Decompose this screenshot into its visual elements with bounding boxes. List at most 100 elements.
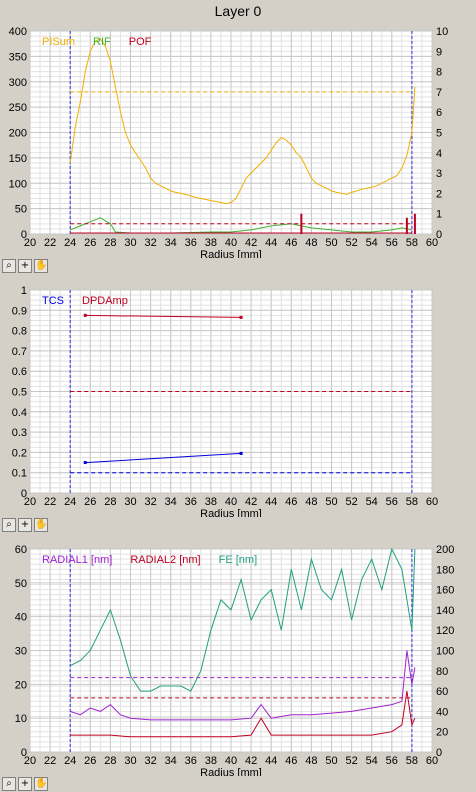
x-tick-label: 42	[245, 496, 257, 508]
x-tick-label: 50	[325, 237, 337, 249]
y2-tick-label: 1	[436, 209, 442, 221]
y2-tick-label: 200	[436, 544, 454, 556]
legend-entry: RADIAL2 [nm]	[130, 554, 200, 566]
x-tick-label: 46	[285, 755, 297, 767]
x-tick-label: 60	[426, 755, 438, 767]
y-tick-label: 10	[15, 713, 27, 725]
x-tick-label: 46	[285, 237, 297, 249]
chart-pisum-rif-pof: 20 22 24 26 28 30 32 34 36 38 40 42 44 46 48 50 52 54 56 58…	[9, 26, 449, 258]
crosshair-icon[interactable]: +	[18, 777, 32, 791]
y2-tick-label: 9	[436, 46, 442, 58]
x-tick-label: 44	[265, 237, 277, 249]
x-tick-label: 58	[406, 237, 418, 249]
hand-pan-icon[interactable]: ✋	[34, 518, 48, 532]
x-tick-label: 44	[265, 496, 277, 508]
x-tick-label: 56	[386, 237, 398, 249]
legend-entry: TCS	[42, 295, 64, 307]
hand-pan-icon[interactable]: ✋	[34, 259, 48, 273]
x-tick-label: 32	[144, 496, 156, 508]
x-tick-label: 34	[165, 755, 177, 767]
major-grid	[29, 548, 433, 753]
x-tick-label: 42	[245, 237, 257, 249]
y2-tick-label: 40	[436, 706, 448, 718]
y2-tick-label: 140	[436, 605, 454, 617]
x-tick-label: 52	[345, 496, 357, 508]
y-tick-label: 60	[15, 544, 27, 556]
y-tick-label: 0	[21, 229, 27, 241]
series-line-tcs	[85, 452, 242, 464]
x-tick-label: 48	[305, 237, 317, 249]
x-tick-label: 56	[386, 496, 398, 508]
y-tick-label: 0.1	[12, 468, 27, 480]
x-tick-label: 60	[426, 496, 438, 508]
chart-tcs-dpdamp: 20 22 24 26 28 30 32 34 36 38 40 42 44 46 48 50 52 54 56 58…	[12, 285, 438, 517]
y2-tick-label: 180	[436, 564, 454, 576]
x-tick-label: 48	[305, 496, 317, 508]
y2-tick-label: 3	[436, 168, 442, 180]
x-tick-label: 56	[386, 755, 398, 767]
x-tick-label: 38	[205, 237, 217, 249]
x-tick-label: 52	[345, 755, 357, 767]
y-tick-label: 0.2	[12, 447, 27, 459]
x-tick-label: 38	[205, 755, 217, 767]
y2-tick-label: 80	[436, 666, 448, 678]
y2-tick-label: 4	[436, 148, 442, 160]
y-tick-label: 0.9	[12, 305, 27, 317]
x-tick-label: 40	[225, 237, 237, 249]
x-axis-label: Radius [mm]	[200, 249, 262, 258]
series-line-fe-nm	[69, 547, 416, 692]
y-tick-label: 0.8	[12, 326, 27, 338]
y-tick-label: 0.5	[12, 387, 27, 399]
series-line-radial2-nm	[70, 691, 416, 738]
y2-tick-label: 10	[436, 26, 448, 38]
x-tick-label: 26	[84, 237, 96, 249]
chart-toolbar-1: ⌕ + ✋	[2, 259, 48, 273]
y-tick-label: 150	[9, 153, 27, 165]
y-tick-label: 0.7	[12, 346, 27, 358]
x-tick-label: 34	[165, 496, 177, 508]
x-tick-label: 36	[185, 237, 197, 249]
crosshair-icon[interactable]: +	[18, 518, 32, 532]
legend-entry: PISum	[42, 36, 75, 48]
major-grid	[29, 30, 433, 235]
y-tick-label: 100	[9, 178, 27, 190]
y2-tick-label: 120	[436, 625, 454, 637]
x-tick-label: 32	[144, 755, 156, 767]
y-tick-label: 300	[9, 77, 27, 89]
series-line-radial1-nm	[70, 650, 416, 721]
x-tick-label: 54	[366, 496, 378, 508]
zoom-icon[interactable]: ⌕	[2, 259, 16, 273]
x-tick-label: 30	[124, 755, 136, 767]
series-line-pisum	[69, 37, 416, 205]
y-tick-label: 250	[9, 102, 27, 114]
x-tick-label: 38	[205, 496, 217, 508]
y2-tick-label: 8	[436, 67, 442, 79]
x-tick-label: 28	[104, 496, 116, 508]
y-tick-label: 0	[21, 747, 27, 759]
y2-tick-label: 160	[436, 585, 454, 597]
zoom-icon[interactable]: ⌕	[2, 777, 16, 791]
zoom-icon[interactable]: ⌕	[2, 518, 16, 532]
x-tick-label: 32	[144, 237, 156, 249]
y-tick-label: 400	[9, 26, 27, 38]
legend-entry: RADIAL1 [nm]	[42, 554, 112, 566]
x-tick-label: 34	[165, 237, 177, 249]
x-tick-label: 20	[24, 755, 36, 767]
x-tick-label: 48	[305, 755, 317, 767]
y-tick-label: 40	[15, 612, 27, 624]
data-point	[239, 451, 243, 455]
x-tick-label: 24	[64, 237, 76, 249]
y2-tick-label: 7	[436, 87, 442, 99]
x-tick-label: 36	[185, 496, 197, 508]
y-tick-label: 20	[15, 679, 27, 691]
crosshair-icon[interactable]: +	[18, 259, 32, 273]
hand-pan-icon[interactable]: ✋	[34, 777, 48, 791]
legend-entry: FE [nm]	[219, 554, 258, 566]
x-tick-label: 40	[225, 755, 237, 767]
x-tick-label: 50	[325, 496, 337, 508]
x-tick-label: 30	[124, 496, 136, 508]
legend-entry: RIF	[93, 36, 111, 48]
y2-tick-label: 20	[436, 727, 448, 739]
chart-toolbar-2: ⌕ + ✋	[2, 518, 48, 532]
x-tick-label: 20	[24, 496, 36, 508]
